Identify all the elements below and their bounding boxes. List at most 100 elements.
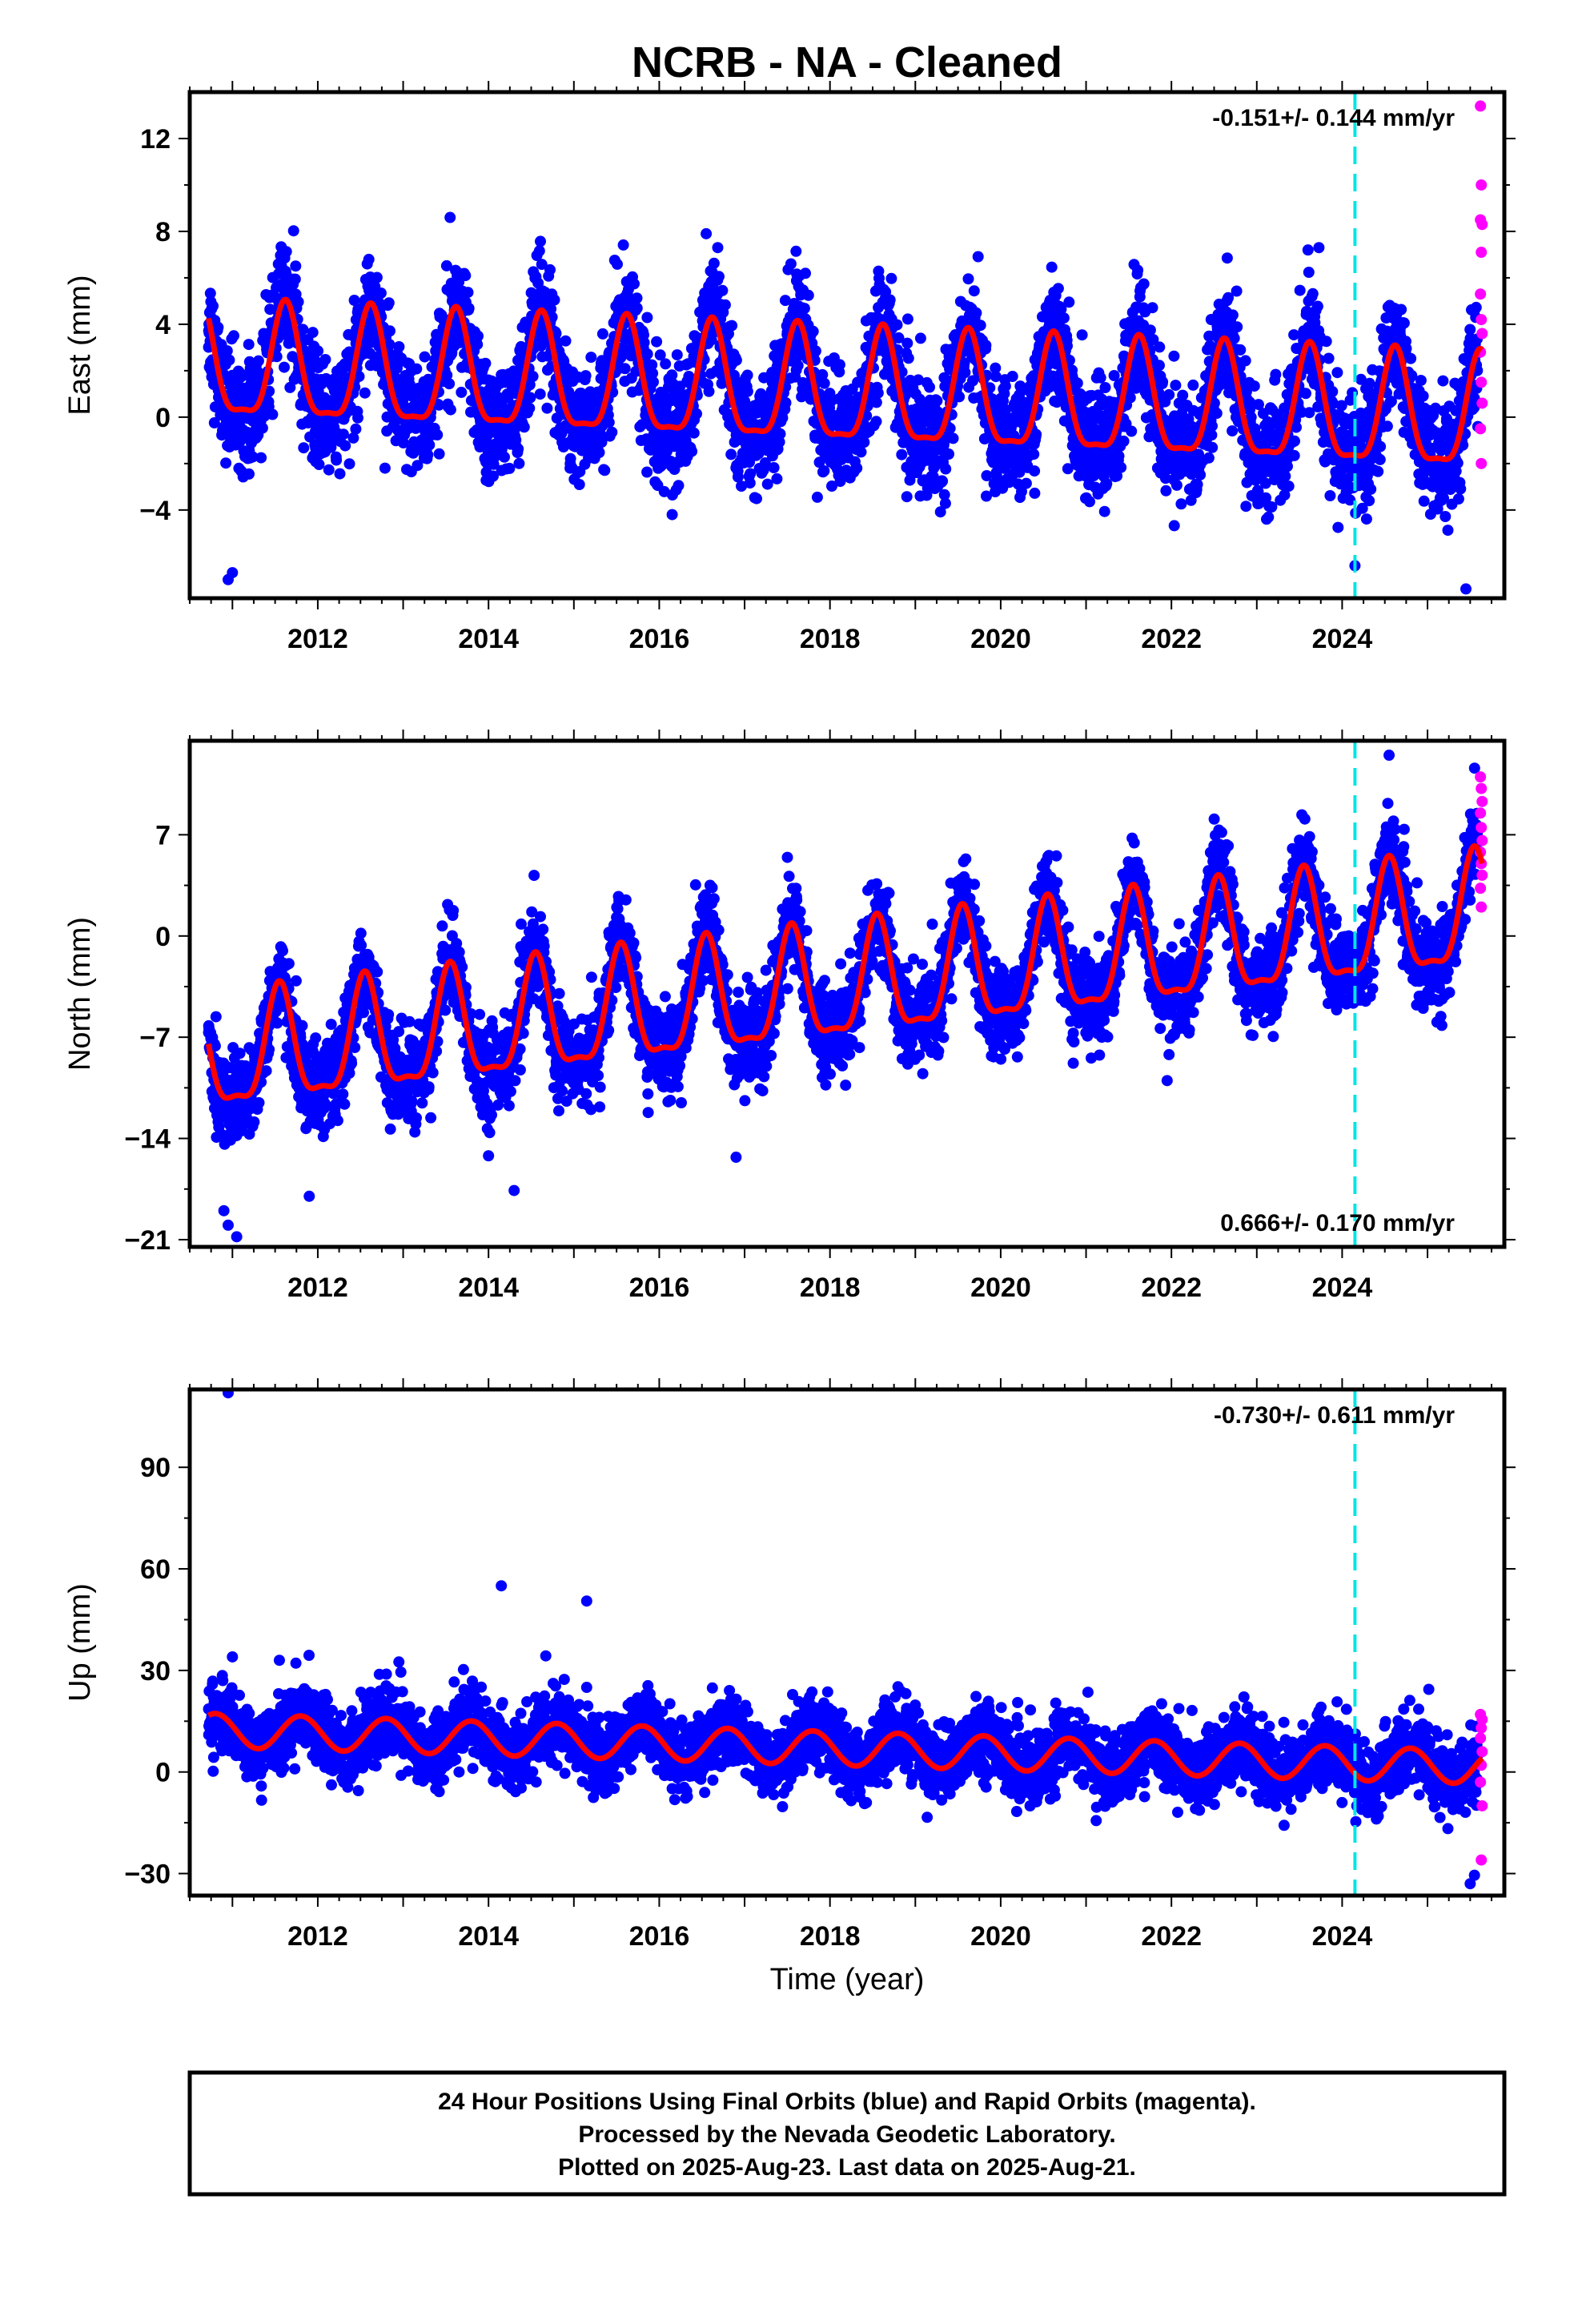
east-final-orbit-point <box>851 462 863 474</box>
east-final-orbit-point <box>870 416 882 428</box>
east-final-orbit-point <box>371 271 383 283</box>
east-final-orbit-point <box>671 349 683 361</box>
east-final-orbit-point <box>1207 420 1218 432</box>
east-x-tick-label: 2024 <box>1312 624 1373 654</box>
east-final-orbit-point <box>223 354 235 366</box>
east-final-orbit-point <box>641 312 653 324</box>
east-final-orbit-point <box>1452 493 1464 505</box>
east-final-orbit-point <box>619 363 631 375</box>
east-final-orbit-point <box>968 285 980 297</box>
east-outlier-point <box>227 567 239 579</box>
east-final-orbit-point <box>1300 388 1311 400</box>
east-final-orbit-point <box>472 330 484 342</box>
east-outlier-point <box>1302 244 1314 256</box>
east-final-orbit-point <box>1227 425 1239 437</box>
east-final-orbit-point <box>463 303 475 314</box>
east-final-orbit-point <box>348 295 360 306</box>
east-final-orbit-point <box>811 491 823 503</box>
east-final-orbit-point <box>353 371 365 383</box>
east-final-orbit-point <box>641 466 653 478</box>
east-final-orbit-point <box>1398 317 1410 329</box>
east-panel: 2012 2014 2016 2018 2020 2022 2024−404812East … <box>63 81 1516 654</box>
east-final-orbit-point <box>256 422 268 434</box>
east-final-orbit-point <box>1168 350 1180 362</box>
east-final-orbit-point <box>1071 377 1083 389</box>
east-final-orbit-point <box>593 447 605 458</box>
east-final-orbit-point <box>826 480 837 492</box>
east-final-orbit-point <box>1170 380 1182 392</box>
east-final-orbit-point <box>599 464 611 476</box>
east-rapid-orbit-points <box>1475 100 1488 469</box>
east-final-orbit-point <box>1307 287 1319 300</box>
figure-title: NCRB - NA - Cleaned <box>632 38 1062 86</box>
east-final-orbit-point <box>1076 329 1088 341</box>
east-final-orbit-point <box>688 427 700 439</box>
east-final-orbit-point <box>944 422 956 434</box>
east-x-tick-label: 2014 <box>458 624 519 654</box>
east-final-orbit-point <box>753 448 765 460</box>
east-final-orbit-point <box>247 451 259 463</box>
east-rapid-orbit-point <box>1475 100 1487 112</box>
east-final-orbit-point <box>943 448 954 460</box>
east-final-orbit-point <box>1439 511 1452 522</box>
east-final-orbit-point <box>541 402 553 414</box>
east-final-orbit-point <box>456 386 468 398</box>
east-rapid-orbit-point <box>1475 423 1487 435</box>
east-final-orbit-point <box>1418 495 1430 507</box>
east-final-orbit-point <box>580 370 592 382</box>
east-final-orbit-point <box>422 449 434 460</box>
east-final-orbit-point <box>972 251 984 263</box>
east-final-orbit-point <box>914 332 926 344</box>
east-final-orbit-point <box>817 368 829 380</box>
east-final-orbit-point <box>1231 285 1243 297</box>
east-final-orbit-point <box>1132 264 1144 276</box>
east-final-orbit-point <box>339 440 351 452</box>
east-final-orbit-point <box>334 468 346 480</box>
east-final-orbit-point <box>359 387 371 399</box>
east-final-orbit-point <box>940 463 952 475</box>
east-final-orbit-point <box>901 337 913 349</box>
east-final-orbit-point <box>585 352 597 364</box>
east-final-orbit-point <box>1288 449 1300 461</box>
east-final-orbit-point <box>612 258 623 270</box>
east-final-orbit-point <box>419 351 431 363</box>
east-final-orbit-point <box>870 396 882 408</box>
east-final-orbit-point <box>736 480 747 493</box>
east-final-orbit-point <box>279 361 290 373</box>
east-final-orbit-point <box>343 458 355 470</box>
east-final-orbit-point <box>1360 513 1372 525</box>
east-final-orbit-point <box>777 412 789 424</box>
east-final-orbit-point <box>298 442 310 454</box>
east-final-orbit-point <box>730 354 742 366</box>
east-final-orbit-point <box>617 239 629 251</box>
east-final-orbit-point <box>872 387 884 399</box>
east-final-orbit-point <box>779 295 791 307</box>
east-final-orbit-point <box>913 374 924 386</box>
east-final-orbit-point <box>885 272 897 284</box>
east-final-orbit-point <box>947 432 959 444</box>
east-final-orbit-point <box>792 360 804 372</box>
east-final-orbit-point <box>1030 428 1042 440</box>
east-final-orbit-point <box>913 393 926 405</box>
east-final-orbit-point <box>1098 505 1110 517</box>
east-x-tick-label: 2020 <box>970 624 1031 654</box>
east-final-orbit-point <box>858 436 870 448</box>
east-final-orbit-point <box>513 457 525 469</box>
east-final-orbit-point <box>927 471 939 483</box>
east-final-orbit-point <box>1154 360 1165 372</box>
east-final-orbit-point <box>1020 477 1032 489</box>
east-final-orbit-point <box>307 327 319 339</box>
east-final-orbit-point <box>708 257 720 269</box>
east-final-orbit-point <box>1331 367 1343 379</box>
east-final-orbit-point <box>596 328 608 340</box>
east-final-orbit-point <box>938 489 950 501</box>
east-final-orbit-point <box>350 423 362 435</box>
east-final-orbit-point <box>934 506 946 518</box>
east-final-orbit-point <box>527 371 539 382</box>
east-final-orbit-point <box>241 426 253 438</box>
east-final-orbit-point <box>433 448 445 460</box>
east-final-orbit-point <box>472 339 484 351</box>
east-final-orbit-point <box>518 421 530 433</box>
east-final-orbit-point <box>1221 252 1233 264</box>
east-final-orbit-point <box>287 225 299 237</box>
